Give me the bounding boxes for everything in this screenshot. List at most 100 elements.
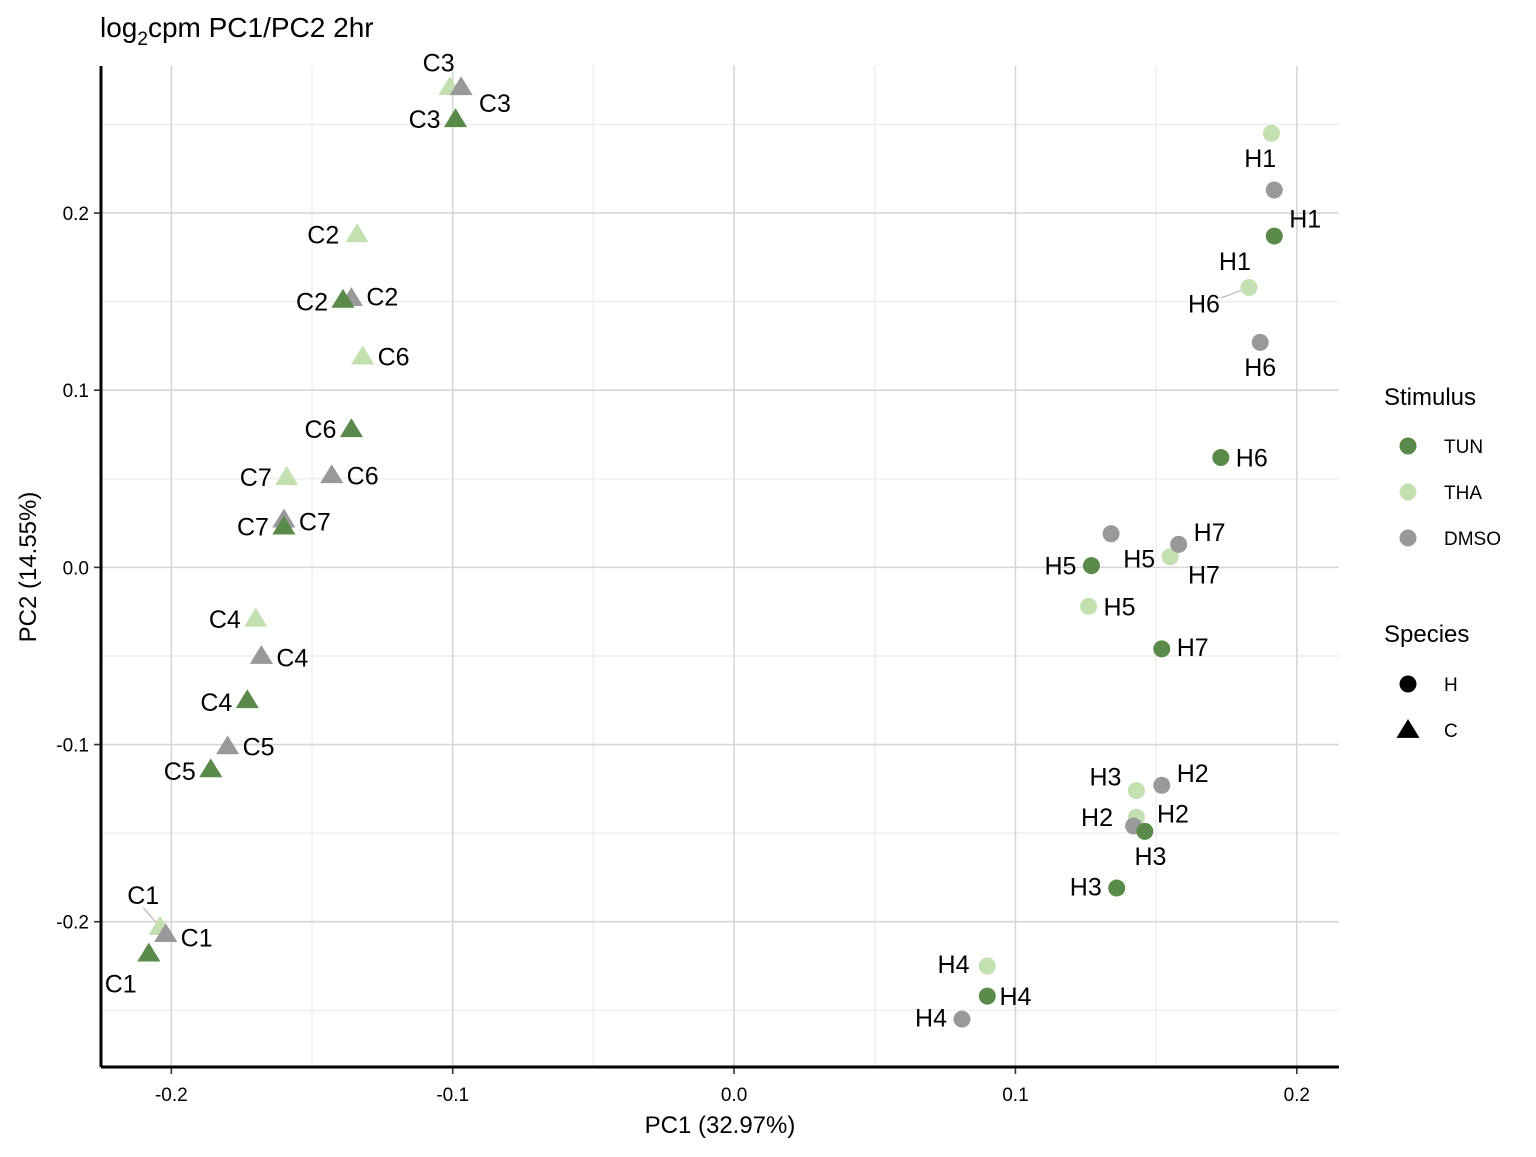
circle-point-tha	[978, 957, 996, 975]
y-tick-label: 0.1	[63, 381, 89, 402]
legend-stimulus-title: Stimulus	[1384, 384, 1476, 411]
point-label: C7	[240, 464, 272, 492]
point-label: H7	[1177, 634, 1209, 662]
circle-point-tun	[1136, 822, 1154, 840]
triangle-point-tha	[244, 607, 268, 627]
point-label: C3	[479, 90, 511, 118]
point-label: C6	[347, 462, 379, 490]
x-tick-label: 0.1	[1002, 1085, 1028, 1106]
circle-point-dmso	[953, 1010, 971, 1028]
triangle-point-tha	[351, 345, 375, 365]
legend-label-c: C	[1444, 721, 1458, 742]
point-label: C6	[304, 416, 336, 444]
y-tick-label: 0.0	[63, 558, 89, 579]
point-label: H3	[1135, 843, 1167, 871]
triangle-point-tha	[345, 223, 369, 243]
circle-point-dmso	[1265, 181, 1283, 199]
point-label: H2	[1177, 760, 1209, 788]
point-label: H4	[938, 951, 970, 979]
point-label: C6	[378, 344, 410, 372]
circle-point-tun	[1082, 557, 1100, 575]
legend-label-tha: THA	[1444, 483, 1482, 504]
chart-title: log2cpm PC1/PC2 2hr	[100, 12, 374, 50]
chart-title-base: log	[100, 12, 137, 43]
triangle-point-tun	[443, 108, 468, 128]
point-label: H3	[1089, 763, 1121, 791]
point-label: H5	[1123, 546, 1155, 574]
grid-minor	[101, 66, 1339, 1067]
y-tick-label: 0.2	[63, 204, 89, 225]
legend-label-dmso: DMSO	[1444, 529, 1501, 550]
point-label: C3	[423, 49, 455, 77]
legend-label-h: H	[1444, 675, 1458, 696]
point-label: H1	[1244, 145, 1276, 173]
triangle-point-dmso	[249, 644, 273, 664]
point-label: C1	[105, 971, 137, 999]
circle-point-tun	[1265, 227, 1283, 245]
triangle-point-dmso	[320, 464, 344, 484]
circle-point-tun	[1212, 449, 1230, 467]
circle-point-tha	[1127, 782, 1145, 800]
point-label: H6	[1188, 290, 1220, 318]
legend-species-title: Species	[1384, 621, 1469, 648]
circle-point-tha	[1240, 278, 1258, 296]
triangle-point-dmso	[216, 735, 240, 755]
chart-title-rest: cpm PC1/PC2 2hr	[148, 12, 374, 43]
point-label: H2	[1157, 801, 1189, 829]
triangle-point-tun	[272, 515, 296, 535]
circle-point-tun	[1108, 879, 1126, 897]
point-label: C3	[409, 106, 441, 134]
point-label: H1	[1289, 205, 1321, 233]
x-tick-label: -0.1	[436, 1085, 469, 1106]
circle-point-dmso	[1153, 776, 1171, 794]
point-label: H4	[915, 1004, 947, 1032]
triangle-point-tun	[339, 418, 363, 438]
x-axis-title: PC1 (32.97%)	[645, 1112, 796, 1139]
point-label: C2	[296, 289, 328, 317]
x-tick-label: -0.2	[155, 1085, 188, 1106]
circle-point-tha	[1161, 548, 1179, 566]
point-label: H2	[1081, 804, 1113, 832]
point-label: H5	[1104, 593, 1136, 621]
point-label: C4	[276, 645, 308, 673]
triangle-point-tun	[137, 942, 161, 962]
triangle-point-dmso	[154, 923, 178, 943]
y-tick-label: -0.2	[56, 913, 89, 934]
legend-swatch-tun	[1399, 437, 1417, 455]
legend-swatch-tha	[1399, 483, 1417, 501]
x-tick-label: 0.0	[721, 1085, 747, 1106]
triangle-point-dmso	[449, 76, 473, 96]
point-label: H6	[1244, 354, 1276, 382]
data-points	[137, 76, 1283, 1028]
point-label: C1	[181, 925, 213, 953]
point-label: C2	[307, 221, 339, 249]
circle-point-dmso	[1102, 525, 1120, 543]
point-label: H7	[1188, 561, 1220, 589]
circle-point-tun	[1153, 640, 1171, 658]
axes: -0.2 -0.1 0.0 0.1 0.2 -0.2 -0.1 0.0 0.1 0.2	[56, 66, 1339, 1106]
point-label: C5	[243, 733, 275, 761]
triangle-point-tun	[199, 758, 223, 778]
point-label: H5	[1044, 553, 1076, 581]
point-label: C1	[127, 882, 159, 910]
point-label: H7	[1194, 519, 1226, 547]
point-label: H3	[1070, 873, 1102, 901]
point-labels: C3 C3 C3 C2 C2 C2 C6 C6 C6 C7 C7 C7 C4 C4 C4 C5 C5 C1 C1 C1…	[105, 49, 1322, 1032]
legend-shape-triangle	[1396, 719, 1420, 738]
triangle-point-tun	[331, 288, 355, 308]
x-tick-label: 0.2	[1284, 1085, 1310, 1106]
grid-major	[101, 66, 1339, 1067]
point-label: C2	[366, 283, 398, 311]
point-label: C4	[209, 606, 241, 634]
circle-point-tun	[978, 987, 996, 1005]
point-label: C7	[237, 514, 269, 542]
circle-point-dmso	[1251, 333, 1269, 351]
legend: Stimulus TUN THA DMSO Species H C	[1384, 384, 1501, 742]
point-label: C5	[164, 758, 196, 786]
legend-swatch-dmso	[1399, 529, 1417, 547]
chart-title-subscript: 2	[137, 29, 148, 50]
point-label: C7	[299, 508, 331, 536]
point-label: H1	[1219, 248, 1251, 276]
